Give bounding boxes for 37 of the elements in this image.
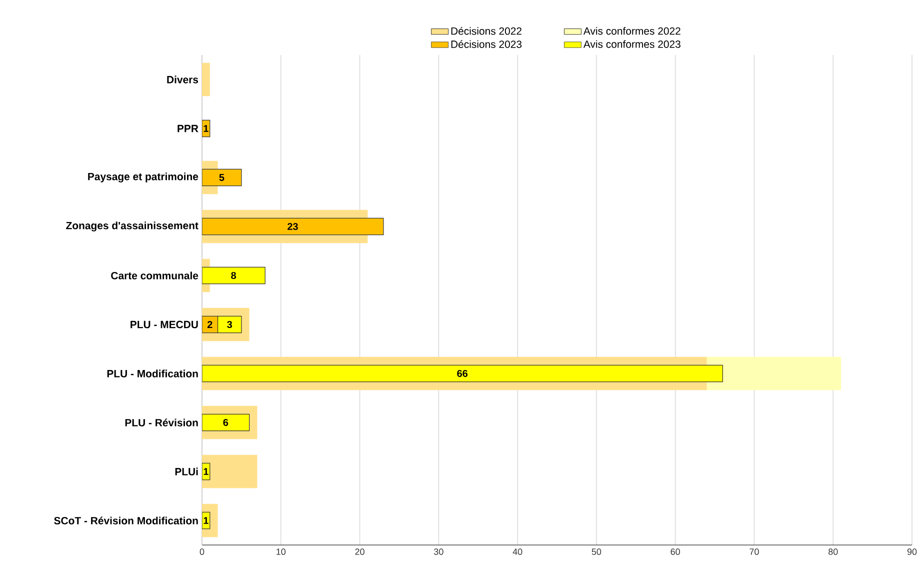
x-tick-label: 60 [670,548,680,555]
legend-label: Avis conformes 2023 [583,40,680,48]
legend-label: Décisions 2022 [451,26,522,35]
y-tick-label: PLU - Modification [107,370,198,378]
bar [706,356,842,390]
x-tick-label: 10 [276,548,286,555]
y-tick-label: Divers [167,76,198,84]
data-label: 1 [204,468,208,475]
data-label: 23 [288,222,298,230]
data-label: 5 [219,174,224,181]
data-label: 1 [204,517,208,524]
data-label: 2 [207,321,212,328]
data-label: 8 [231,272,236,280]
y-tick-label: PLU - MECDU [130,320,198,328]
legend-label: Avis conformes 2022 [583,27,680,35]
data-label: 66 [457,370,468,378]
x-tick-label: 30 [434,548,444,555]
y-tick-label: PPR [178,124,198,132]
y-tick-label: PLU - Révision [125,418,198,426]
data-label: 6 [223,418,228,426]
x-tick-label: 70 [750,548,759,555]
bar [202,62,210,96]
x-tick-label: 20 [355,548,364,555]
y-tick-label: PLUi [175,468,198,476]
bar [202,454,258,488]
data-label: 1 [204,125,208,132]
y-tick-label: Zonages d'assainissement [66,222,198,232]
x-tick-label: 80 [828,548,838,555]
x-tick-label: 90 [907,548,917,555]
y-tick-label: Carte communale [111,272,198,280]
x-tick-label: 0 [200,548,204,555]
y-tick-label: SCoT - Révision Modification [54,516,198,524]
data-label: 3 [227,320,232,328]
x-tick-label: 50 [592,548,602,555]
x-tick-label: 40 [512,548,522,555]
legend-label: Décisions 2023 [451,40,522,48]
y-tick-label: Paysage et patrimoine [88,172,198,182]
